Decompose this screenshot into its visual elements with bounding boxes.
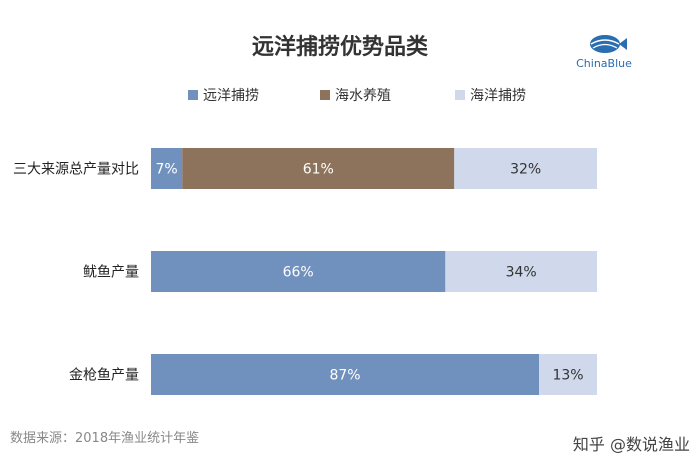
bar-segment [454, 148, 597, 189]
bar-segment [539, 354, 597, 395]
data-label: 66% [283, 265, 314, 281]
bar-segment [182, 148, 455, 189]
legend-label: 远洋捕捞 [203, 88, 259, 104]
data-label: 32% [510, 162, 541, 178]
bar-segment [151, 148, 183, 189]
data-label: 87% [329, 368, 360, 384]
logo-text: ChinaBlue [576, 57, 632, 70]
source-note: 数据来源：2018年渔业统计年鉴 [10, 431, 199, 446]
bar-segment [151, 251, 446, 292]
bar-segment [151, 354, 540, 395]
category-label: 鱿鱼产量 [83, 264, 139, 281]
legend: 远洋捕捞 海水养殖 海洋捕捞 [188, 87, 526, 104]
category-label: 三大来源总产量对比 [13, 162, 139, 178]
chart-title: 远洋捕捞优势品类 [252, 34, 429, 60]
bar-segment [445, 251, 597, 292]
legend-swatch [455, 90, 465, 100]
watermark: 知乎 @数说渔业 [573, 435, 690, 454]
category-label: 金枪鱼产量 [69, 367, 139, 384]
fish-logo-icon [590, 35, 627, 53]
legend-label: 海洋捕捞 [470, 88, 526, 104]
legend-swatch [188, 90, 198, 100]
data-label: 61% [303, 162, 334, 178]
bars: 7% 61% 32% 66% 34% 87% 13% [151, 148, 597, 395]
data-label: 7% [156, 162, 178, 178]
data-label: 34% [506, 265, 537, 281]
chinablue-logo: ChinaBlue [576, 35, 632, 70]
data-label: 13% [552, 368, 583, 384]
legend-swatch [320, 90, 330, 100]
legend-label: 海水养殖 [335, 87, 391, 104]
